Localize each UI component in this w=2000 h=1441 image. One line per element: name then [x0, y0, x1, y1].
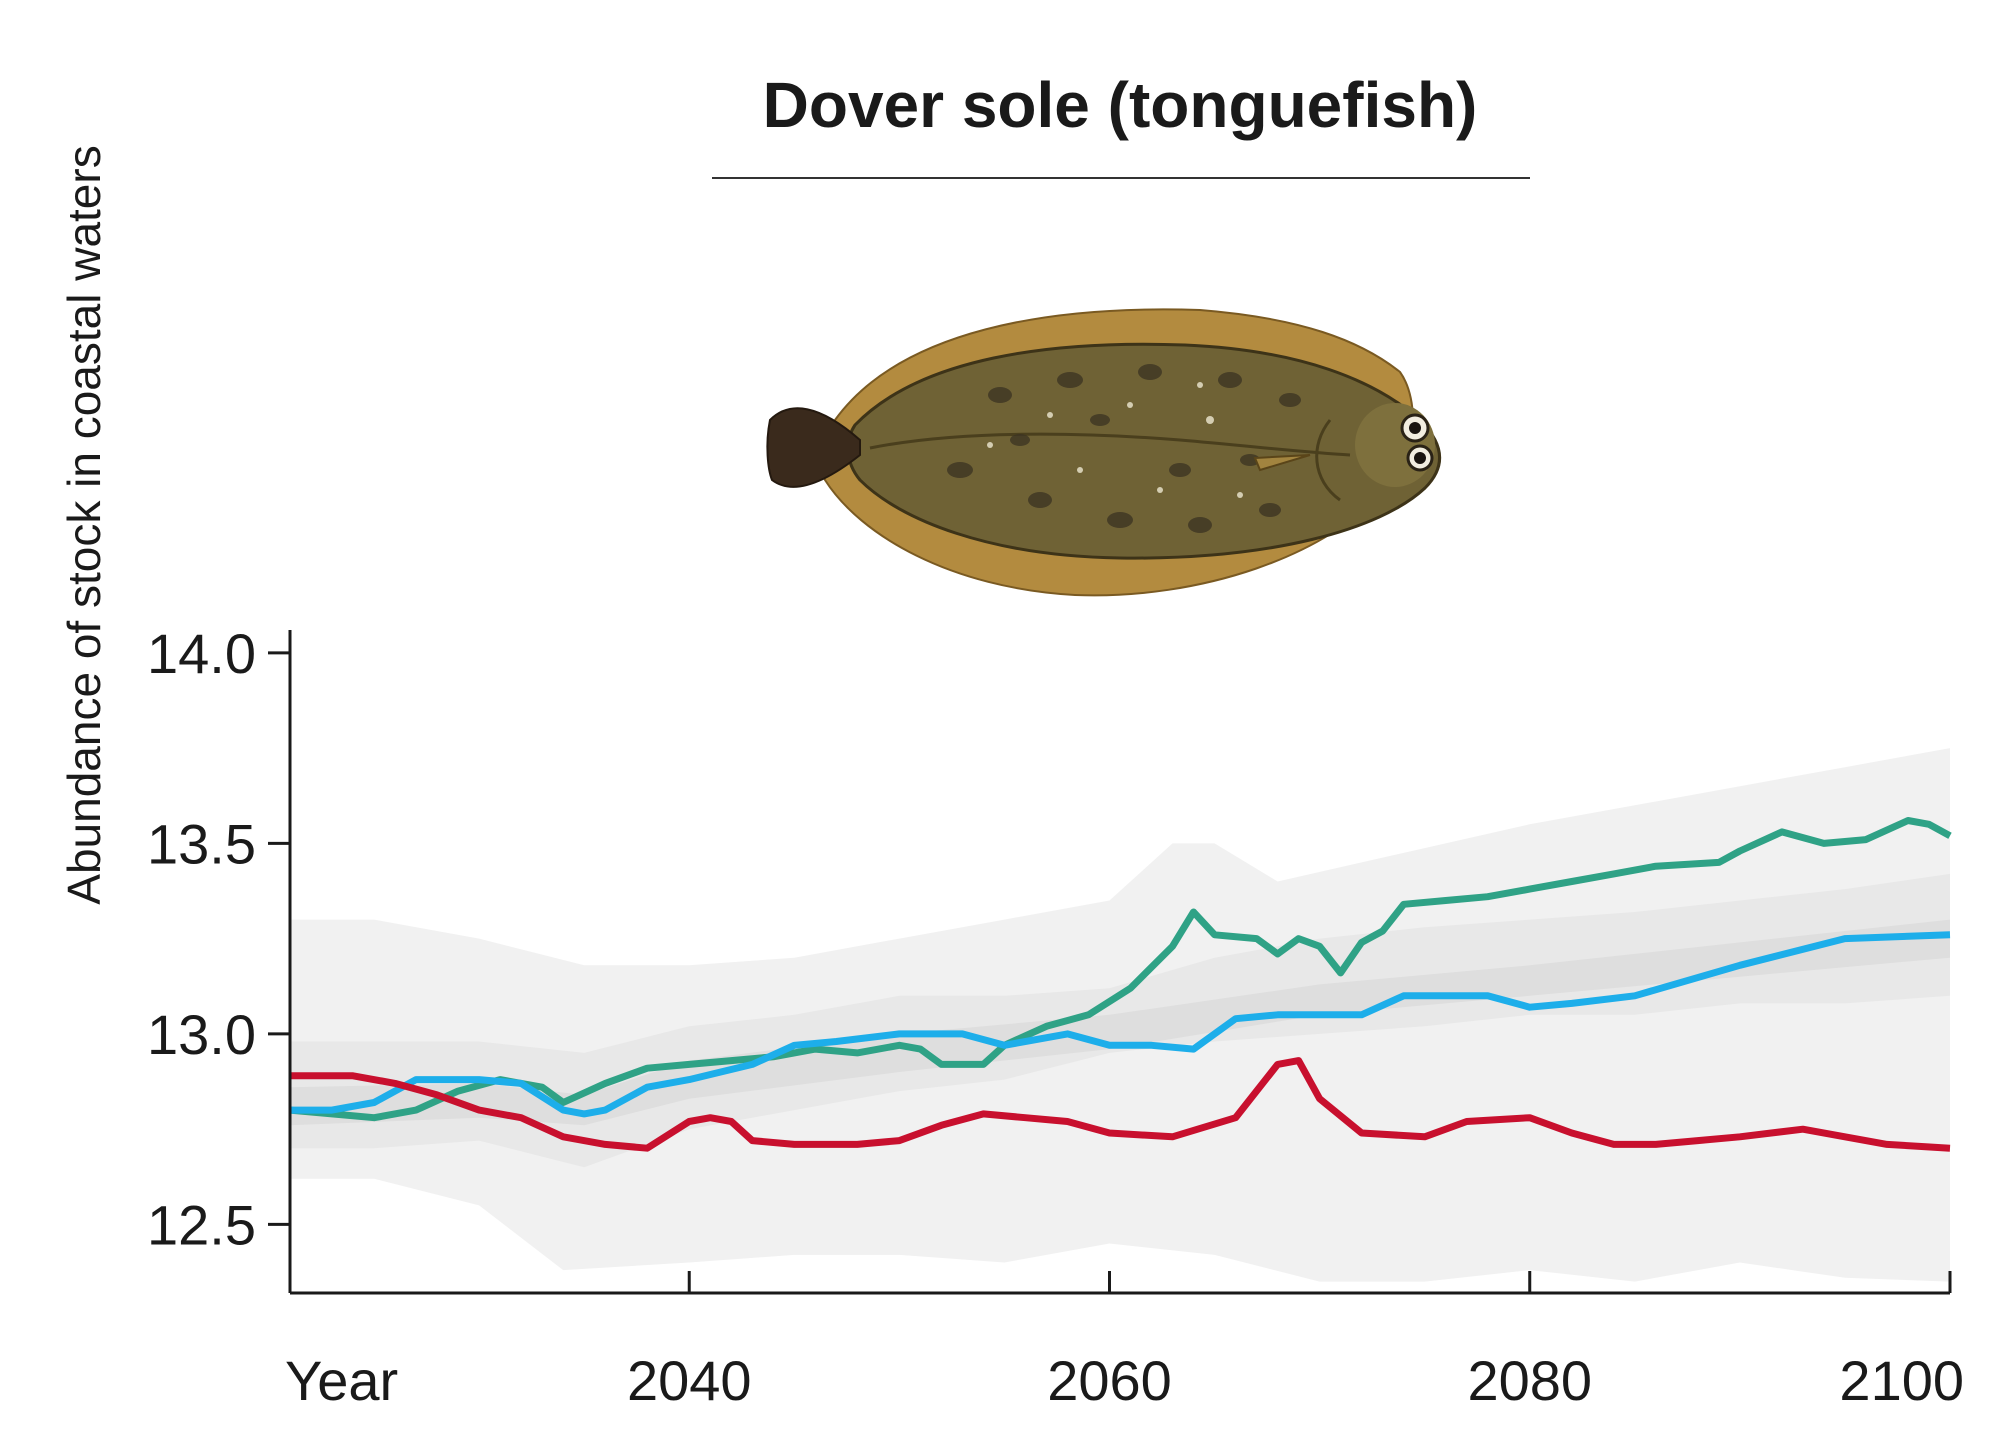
- axis-ticks: 12.5 13.0 13.5 14.0 2040 2060 2080 2100: [147, 622, 1964, 1412]
- chart-title: Dover sole (tonguefish): [763, 69, 1478, 141]
- x-tick-label: 2040: [627, 1349, 752, 1412]
- y-tick-label: 12.5: [147, 1193, 256, 1256]
- y-tick-label: 14.0: [147, 622, 256, 685]
- x-tick-label: 2080: [1467, 1349, 1592, 1412]
- y-tick-label: 13.5: [147, 812, 256, 875]
- uncertainty-bands: [290, 748, 1950, 1282]
- x-axis-label: Year: [285, 1349, 398, 1412]
- series-line-2: [290, 931, 1951, 1118]
- dover-sole-fish-illustration: [766, 308, 1442, 597]
- y-axis-label: Abundance of stock in coastal waters: [58, 145, 110, 904]
- series-line-3: [290, 1057, 1951, 1152]
- series-line-1: [289, 817, 1952, 1122]
- y-tick-label: 13.0: [147, 1003, 256, 1066]
- x-tick-label: 2100: [1839, 1349, 1964, 1412]
- x-tick-label: 2060: [1047, 1349, 1172, 1412]
- series-lines: [289, 817, 1952, 1152]
